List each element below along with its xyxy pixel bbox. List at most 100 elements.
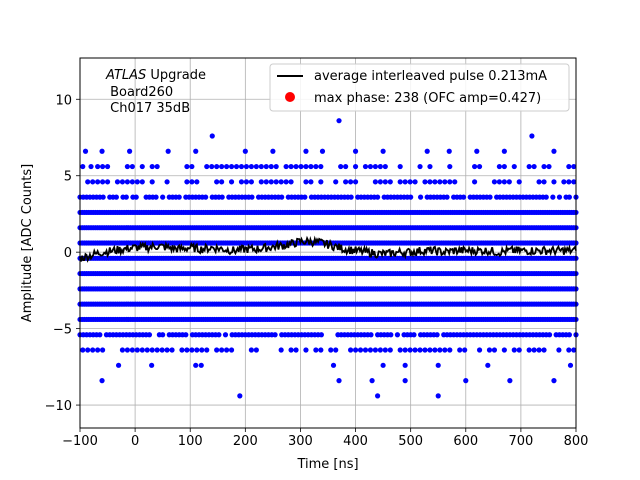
scatter-point: [447, 179, 453, 185]
scatter-point: [189, 179, 195, 185]
scatter-point: [397, 347, 403, 353]
scatter-point: [270, 148, 276, 154]
scatter-point: [541, 179, 547, 185]
scatter-point: [298, 163, 304, 170]
scatter-point: [242, 148, 248, 154]
scatter-point: [134, 347, 140, 353]
scatter-point: [149, 362, 155, 368]
scatter-point: [165, 148, 171, 154]
annotation-board: Board260: [106, 85, 173, 100]
scatter-point: [288, 163, 294, 170]
scatter-point: [446, 148, 452, 154]
scatter-point: [99, 163, 106, 170]
scatter-point: [447, 347, 453, 353]
scatter-point: [343, 163, 349, 170]
x-tick-label: 0: [131, 434, 139, 449]
scatter-point: [114, 179, 121, 185]
scatter-point: [462, 347, 468, 353]
scatter-point: [95, 163, 101, 170]
scatter-point: [463, 378, 469, 384]
legend-label-average-pulse: average interleaved pulse 0.213mA: [314, 69, 547, 84]
scatter-point: [95, 347, 101, 353]
scatter-point: [243, 179, 250, 185]
scatter-point: [571, 347, 577, 353]
scatter-point: [336, 118, 342, 124]
scatter-point: [387, 347, 393, 353]
scatter-point: [529, 133, 535, 139]
scatter-point: [303, 179, 309, 185]
scatter-point: [387, 179, 393, 185]
scatter-point: [435, 362, 441, 368]
scatter-point: [219, 163, 225, 170]
scatter-point: [536, 347, 542, 353]
x-tick-label: 700: [508, 434, 533, 449]
scatter-point: [551, 378, 557, 384]
scatter-point: [380, 148, 386, 154]
scatter-point: [149, 179, 155, 185]
scatter-point: [457, 347, 463, 353]
scatter-point: [377, 163, 383, 170]
y-tick-label: 10: [55, 93, 72, 108]
scatter-point: [516, 179, 522, 185]
scatter-point: [237, 393, 243, 399]
scatter-point: [129, 179, 135, 185]
scatter-point: [550, 194, 556, 200]
scatter-point: [487, 194, 493, 200]
scatter-point: [99, 179, 106, 185]
scatter-point: [219, 347, 225, 353]
scatter-point: [444, 194, 450, 200]
scatter-point: [407, 179, 413, 185]
scatter-point: [268, 179, 274, 185]
scatter-point: [199, 347, 205, 353]
scatter-point: [129, 347, 135, 353]
scatter-point: [338, 163, 344, 170]
scatter-point: [278, 179, 284, 185]
line-layer: [79, 235, 577, 263]
annotation: ATLAS Upgrade Board260 Ch017 35dB: [105, 68, 206, 116]
scatter-point: [154, 163, 160, 170]
scatter-point: [144, 347, 150, 353]
scatter-point: [566, 347, 572, 353]
scatter-point: [189, 347, 195, 353]
scatter-point: [476, 347, 483, 353]
scatter-point: [333, 347, 339, 353]
scatter-point: [253, 163, 259, 170]
scatter-point: [159, 347, 165, 353]
scatter-point: [507, 378, 513, 384]
scatter-point: [104, 163, 111, 170]
scatter-point: [248, 347, 254, 353]
scatter-point: [476, 163, 483, 170]
scatter-point: [216, 332, 222, 338]
scatter-point: [566, 163, 572, 170]
scatter-point: [104, 179, 111, 185]
scatter-point: [204, 163, 210, 170]
scatter-point: [313, 163, 319, 170]
scatter-point: [496, 179, 502, 185]
scatter-point: [561, 179, 567, 185]
scatter-point: [203, 194, 209, 200]
scatter-point: [193, 362, 199, 368]
scatter-point: [491, 179, 498, 185]
scatter-point: [328, 347, 334, 353]
scatter-point: [471, 179, 478, 185]
scatter-point: [238, 179, 245, 185]
scatter-point: [471, 163, 478, 170]
scatter-point: [85, 179, 91, 185]
scatter-point: [288, 347, 294, 353]
legend-marker-swatch: [285, 92, 295, 102]
scatter-point: [184, 179, 190, 185]
y-tick-label: 0: [64, 246, 72, 261]
scatter-point: [362, 163, 369, 170]
scatter-point: [460, 194, 467, 200]
scatter-point: [283, 179, 289, 185]
x-tick-label: 100: [178, 434, 203, 449]
scatter-point: [95, 179, 101, 185]
scatter-point: [88, 163, 94, 170]
scatter-point: [258, 179, 264, 185]
scatter-point: [228, 163, 235, 170]
scatter-point: [442, 179, 448, 185]
scatter-point: [333, 179, 339, 185]
scatter-point: [318, 179, 324, 185]
scatter-point: [278, 347, 284, 353]
scatter-point: [382, 347, 388, 353]
